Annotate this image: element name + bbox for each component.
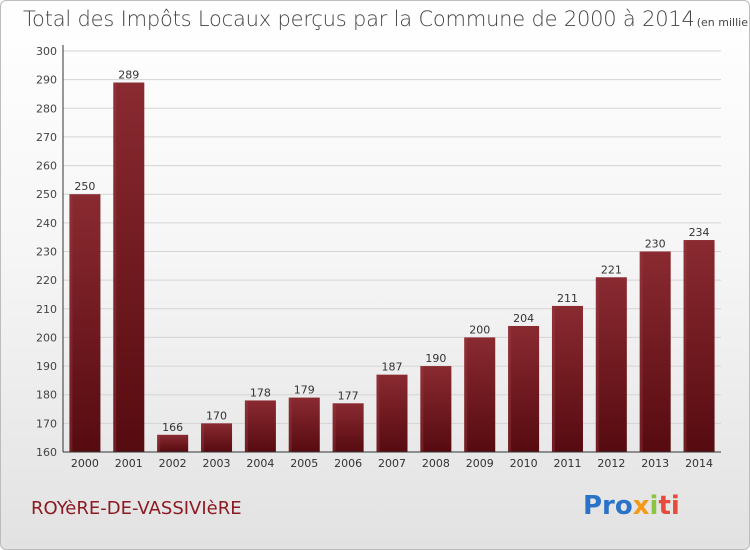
- bar-2002: [157, 434, 189, 452]
- x-tick-label: 2010: [510, 457, 538, 470]
- bar-highlight: [288, 397, 292, 452]
- bar-2012: [595, 277, 627, 452]
- bar-highlight: [157, 434, 161, 452]
- y-tick-label: 300: [36, 45, 57, 58]
- bar-highlight: [464, 337, 468, 452]
- data-label-2006: 177: [338, 389, 359, 402]
- x-tick-label: 2012: [597, 457, 625, 470]
- chart-unit-label: (en milliers d'€): [696, 16, 749, 29]
- bar-highlight: [595, 277, 599, 452]
- bar-2007: [376, 374, 408, 452]
- bar-highlight: [639, 251, 643, 452]
- x-tick-label: 2004: [246, 457, 274, 470]
- axes: [62, 45, 721, 453]
- labels: 160 170 180 190 200 210 220 230 240 250 260 270 280 2…: [36, 45, 713, 470]
- data-label-2007: 187: [382, 361, 403, 374]
- proxiti-logo: Proxiti: [583, 491, 680, 521]
- bar-2000: [69, 194, 101, 452]
- bar-2009: [464, 337, 496, 452]
- y-tick-label: 270: [36, 131, 57, 144]
- bar-2004: [244, 400, 276, 452]
- x-tick-label: 2014: [685, 457, 713, 470]
- bar-highlight: [244, 400, 248, 452]
- y-tick-label: 280: [36, 102, 57, 115]
- data-label-2012: 221: [601, 263, 622, 276]
- data-label-2008: 190: [425, 352, 446, 365]
- commune-name: ROYèRE-DE-VASSIVIèRE: [31, 498, 242, 519]
- bar-2001: [113, 82, 145, 452]
- y-tick-label: 160: [36, 446, 57, 459]
- chart-title-text: Total des Impôts Locaux perçus par la Co…: [23, 7, 695, 31]
- bar-2003: [201, 423, 233, 452]
- logo-part-4: ti: [658, 491, 680, 521]
- bar-2013: [639, 251, 671, 452]
- bar-highlight: [201, 423, 205, 452]
- bar-highlight: [683, 240, 687, 452]
- y-tick-label: 230: [36, 246, 57, 259]
- x-tick-label: 2008: [422, 457, 450, 470]
- x-tick-label: 2002: [159, 457, 187, 470]
- bar-highlight: [113, 82, 117, 452]
- data-label-2001: 289: [118, 69, 139, 82]
- y-tick-label: 220: [36, 274, 57, 287]
- bar-2005: [288, 397, 320, 452]
- data-label-2004: 178: [250, 386, 271, 399]
- data-label-2003: 170: [206, 409, 227, 422]
- chart-title: Total des Impôts Locaux perçus par la Co…: [23, 7, 749, 31]
- bar-highlight: [69, 194, 73, 452]
- y-tick-label: 170: [36, 417, 57, 430]
- data-label-2005: 179: [294, 384, 315, 397]
- y-tick-label: 290: [36, 74, 57, 87]
- bar-2006: [332, 403, 364, 452]
- bar-highlight: [376, 374, 380, 452]
- y-tick-label: 240: [36, 217, 57, 230]
- logo-part-1: Pro: [583, 491, 633, 521]
- data-label-2011: 211: [557, 292, 578, 305]
- x-tick-label: 2013: [641, 457, 669, 470]
- data-label-2009: 200: [469, 323, 490, 336]
- x-tick-label: 2003: [203, 457, 231, 470]
- x-tick-label: 2011: [553, 457, 581, 470]
- x-tick-label: 2009: [466, 457, 494, 470]
- bar-highlight: [420, 366, 424, 452]
- data-label-2010: 204: [513, 312, 534, 325]
- bars: [69, 82, 715, 452]
- y-tick-label: 210: [36, 303, 57, 316]
- y-tick-label: 250: [36, 188, 57, 201]
- x-tick-label: 2005: [290, 457, 318, 470]
- bar-2010: [508, 325, 540, 452]
- y-tick-label: 200: [36, 331, 57, 344]
- y-tick-label: 260: [36, 160, 57, 173]
- x-tick-label: 2006: [334, 457, 362, 470]
- bar-highlight: [332, 403, 336, 452]
- bar-highlight: [551, 305, 555, 452]
- y-tick-label: 190: [36, 360, 57, 373]
- data-label-2013: 230: [645, 238, 666, 251]
- bar-highlight: [508, 325, 512, 452]
- x-tick-label: 2001: [115, 457, 143, 470]
- logo-part-3: i: [649, 491, 659, 521]
- bar-2014: [683, 240, 715, 452]
- bar-2008: [420, 366, 452, 452]
- y-tick-label: 180: [36, 389, 57, 402]
- x-tick-label: 2000: [71, 457, 99, 470]
- data-label-2002: 166: [162, 421, 183, 434]
- data-label-2000: 250: [74, 180, 95, 193]
- bar-2011: [551, 305, 583, 452]
- data-label-2014: 234: [689, 226, 710, 239]
- x-tick-label: 2007: [378, 457, 406, 470]
- logo-part-2: x: [632, 491, 650, 521]
